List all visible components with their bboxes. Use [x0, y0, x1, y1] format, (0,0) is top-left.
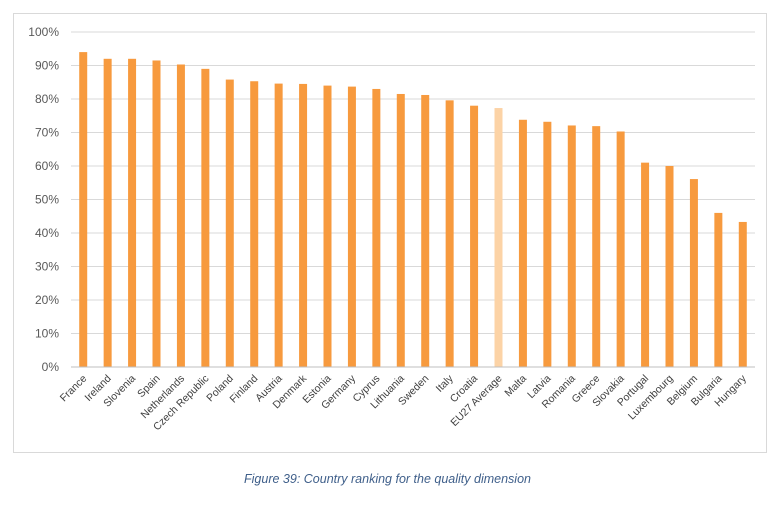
figure-caption: Figure 39: Country ranking for the quali…: [244, 472, 531, 486]
bar: [128, 58, 137, 368]
bar-chart: 0% 10% 20% 30% 40% 50% 60% 70% 80% 90% 100% France…: [28, 25, 755, 433]
bar: [494, 108, 503, 368]
bar: [299, 83, 308, 368]
bar: [347, 86, 356, 367]
bar: [152, 60, 161, 367]
y-tick-label: 90%: [35, 59, 59, 73]
bar: [543, 121, 552, 367]
bar: [323, 85, 332, 367]
bar: [274, 83, 283, 367]
bar: [714, 212, 723, 367]
bar: [250, 81, 259, 368]
bar: [445, 100, 454, 367]
y-tick-label: 10%: [35, 327, 59, 341]
y-tick-label: 0%: [42, 360, 60, 374]
bar: [518, 119, 527, 368]
bar: [616, 131, 625, 367]
bar: [738, 221, 747, 367]
bar: [176, 64, 185, 367]
bar: [79, 52, 88, 367]
bar: [689, 179, 698, 367]
bar: [567, 125, 576, 367]
y-tick-label: 50%: [35, 193, 59, 207]
bar: [103, 58, 112, 368]
x-tick-label: France: [58, 373, 90, 405]
bar: [396, 93, 405, 367]
bar: [470, 105, 479, 367]
bars: [79, 52, 747, 368]
bar: [372, 88, 381, 367]
y-tick-label: 20%: [35, 293, 59, 307]
bar: [421, 94, 430, 367]
bar: [665, 166, 674, 367]
y-tick-label: 40%: [35, 226, 59, 240]
y-tick-label: 70%: [35, 126, 59, 140]
x-tick-label: Finland: [227, 373, 260, 406]
y-tick-label: 100%: [28, 25, 59, 39]
y-tick-label: 80%: [35, 92, 59, 106]
gridlines: [71, 31, 755, 334]
bar: [225, 79, 234, 367]
bar: [201, 68, 210, 367]
y-tick-label: 30%: [35, 260, 59, 274]
x-tick-label: Malta: [502, 373, 529, 400]
y-axis-tick-labels: 0% 10% 20% 30% 40% 50% 60% 70% 80% 90% 100%: [28, 25, 59, 374]
chart-frame: 0% 10% 20% 30% 40% 50% 60% 70% 80% 90% 100% France…: [13, 13, 767, 453]
y-tick-label: 60%: [35, 159, 59, 173]
x-axis-category-labels: FranceIrelandSloveniaSpainNetherlandsCze…: [58, 372, 750, 433]
bar: [641, 162, 650, 367]
bar: [592, 126, 601, 367]
